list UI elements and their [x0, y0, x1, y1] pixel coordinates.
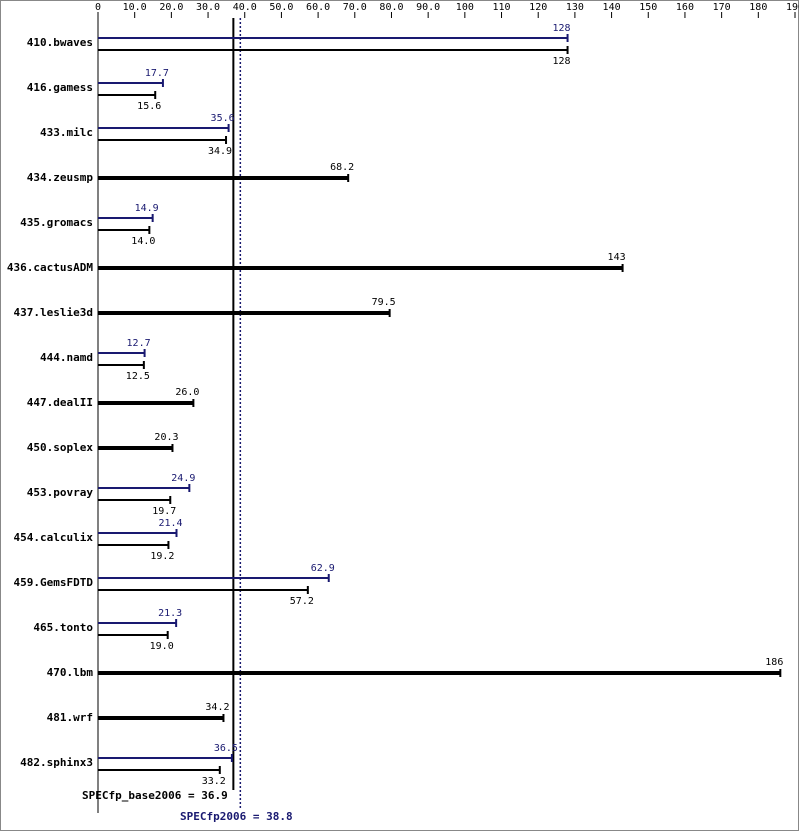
value-label: 17.7: [145, 68, 169, 79]
value-label: 62.9: [311, 563, 335, 574]
value-label: 34.2: [205, 702, 229, 713]
category-label: 459.GemsFDTD: [14, 576, 94, 589]
value-label: 57.2: [290, 596, 314, 607]
value-label: 33.2: [202, 776, 226, 787]
value-label: 26.0: [175, 387, 199, 398]
category-label: 482.sphinx3: [20, 756, 93, 769]
reference-label: SPECfp2006 = 38.8: [180, 810, 293, 823]
category-label: 444.namd: [40, 351, 93, 364]
category-label: 435.gromacs: [20, 216, 93, 229]
x-tick-label: 40.0: [233, 2, 257, 13]
x-tick-label: 0: [95, 2, 101, 13]
category-label: 470.lbm: [47, 666, 94, 679]
x-tick-label: 80.0: [379, 2, 403, 13]
value-label: 79.5: [372, 297, 396, 308]
value-label: 35.6: [211, 113, 235, 124]
value-label: 21.3: [158, 608, 182, 619]
value-label: 128: [553, 23, 571, 34]
reference-label: SPECfp_base2006 = 36.9: [82, 789, 228, 802]
category-label: 447.dealII: [27, 396, 93, 409]
value-label: 20.3: [154, 432, 178, 443]
x-tick-label: 50.0: [269, 2, 293, 13]
x-tick-label: 20.0: [159, 2, 183, 13]
category-label: 433.milc: [40, 126, 93, 139]
value-label: 24.9: [171, 473, 195, 484]
x-tick-label: 130: [566, 2, 584, 13]
category-label: 454.calculix: [14, 531, 94, 544]
category-label: 416.gamess: [27, 81, 93, 94]
value-label: 14.0: [131, 236, 155, 247]
x-tick-label: 100: [456, 2, 474, 13]
category-label: 481.wrf: [47, 711, 93, 724]
x-tick-label: 120: [529, 2, 547, 13]
x-tick-label: 190: [786, 2, 799, 13]
value-label: 21.4: [158, 518, 182, 529]
value-label: 15.6: [137, 101, 161, 112]
category-label: 453.povray: [27, 486, 94, 499]
category-label: 450.soplex: [27, 441, 94, 454]
x-tick-label: 150: [639, 2, 657, 13]
x-tick-label: 180: [749, 2, 767, 13]
category-label: 436.cactusADM: [7, 261, 93, 274]
value-label: 12.5: [126, 371, 150, 382]
value-label: 68.2: [330, 162, 354, 173]
value-label: 186: [765, 657, 783, 668]
value-label: 143: [608, 252, 626, 263]
x-tick-label: 60.0: [306, 2, 330, 13]
category-label: 465.tonto: [33, 621, 93, 634]
category-label: 434.zeusmp: [27, 171, 94, 184]
x-tick-label: 90.0: [416, 2, 440, 13]
value-label: 34.9: [208, 146, 232, 157]
value-label: 128: [553, 56, 571, 67]
x-tick-label: 170: [713, 2, 731, 13]
category-label: 410.bwaves: [27, 36, 93, 49]
value-label: 14.9: [135, 203, 159, 214]
value-label: 36.5: [214, 743, 238, 754]
value-label: 19.2: [150, 551, 174, 562]
value-label: 19.0: [150, 641, 174, 652]
value-label: 12.7: [127, 338, 151, 349]
x-tick-label: 160: [676, 2, 694, 13]
x-tick-label: 10.0: [123, 2, 147, 13]
category-label: 437.leslie3d: [14, 306, 93, 319]
value-label: 19.7: [152, 506, 176, 517]
x-tick-label: 140: [603, 2, 621, 13]
x-tick-label: 70.0: [343, 2, 367, 13]
x-tick-label: 110: [492, 2, 510, 13]
x-tick-label: 30.0: [196, 2, 220, 13]
